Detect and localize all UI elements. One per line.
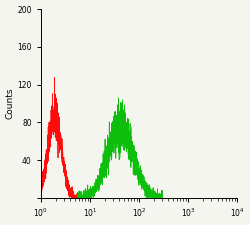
Y-axis label: Counts: Counts xyxy=(6,88,15,119)
